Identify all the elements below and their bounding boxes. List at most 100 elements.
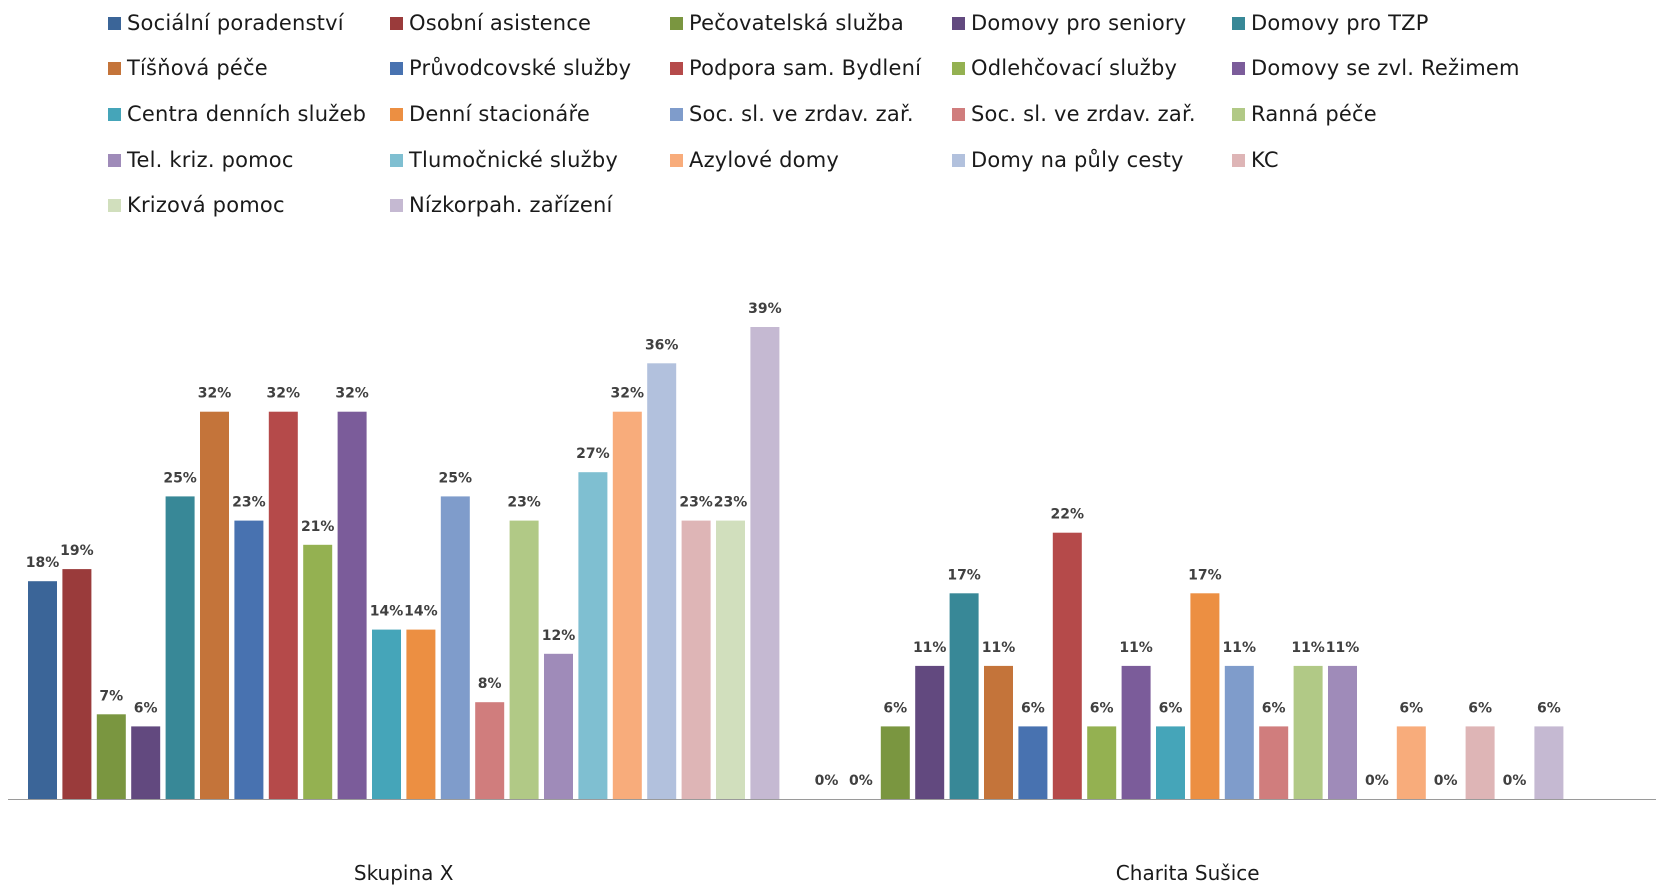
bar — [475, 702, 505, 799]
bar — [303, 544, 333, 799]
data-label: 0% — [1434, 773, 1458, 789]
data-label: 0% — [815, 773, 839, 789]
data-label: 6% — [1090, 700, 1114, 716]
data-label: 11% — [1326, 640, 1360, 656]
legend-swatch — [108, 153, 121, 167]
data-label: 18% — [26, 555, 60, 571]
legend-label: Tel. kriz. pomoc — [127, 148, 294, 172]
legend-swatch — [670, 107, 683, 121]
data-label: 36% — [645, 337, 679, 353]
legend-item: Domovy pro seniory — [952, 9, 1186, 37]
legend-item: Tíšňová péče — [108, 54, 268, 82]
data-label: 23% — [714, 495, 748, 511]
legend-label: KC — [1251, 148, 1279, 172]
bar — [62, 569, 92, 799]
bar — [915, 665, 945, 799]
bar — [372, 629, 401, 799]
data-label: 11% — [1291, 640, 1325, 656]
legend-swatch — [670, 16, 683, 30]
data-label: 0% — [1503, 773, 1527, 789]
bar — [1190, 593, 1220, 799]
legend-item: Sociální poradenství — [108, 9, 344, 37]
data-label: 21% — [301, 519, 335, 535]
data-label: 0% — [849, 773, 873, 789]
data-label: 19% — [60, 543, 94, 559]
bar — [1534, 726, 1564, 799]
legend-item: Domovy se zvl. Režimem — [1232, 54, 1520, 82]
bar — [1465, 726, 1495, 799]
data-label: 32% — [335, 386, 369, 402]
legend-label: Denní stacionáře — [409, 102, 590, 126]
legend-swatch — [670, 61, 683, 75]
legend-swatch — [1232, 61, 1245, 75]
legend-swatch — [1232, 153, 1245, 167]
legend-label: Azylové domy — [689, 148, 839, 172]
legend-item: Osobní asistence — [390, 9, 591, 37]
legend-swatch — [390, 107, 403, 121]
data-label: 6% — [1537, 700, 1561, 716]
legend-swatch — [108, 61, 121, 75]
legend-swatch — [1232, 107, 1245, 121]
legend-label: Ranná péče — [1251, 102, 1377, 126]
bar — [131, 726, 161, 799]
legend-label: Soc. sl. ve zrdav. zař. — [689, 102, 914, 126]
legend-item: Průvodcovské služby — [390, 54, 631, 82]
data-label: 8% — [478, 676, 502, 692]
data-label: 11% — [1119, 640, 1153, 656]
legend-label: Domovy se zvl. Režimem — [1251, 56, 1520, 80]
legend-swatch — [390, 198, 403, 212]
legend-item: Tel. kriz. pomoc — [108, 146, 294, 174]
legend-swatch — [952, 61, 965, 75]
legend-item: Soc. sl. ve zrdav. zař. — [670, 100, 914, 128]
legend-item: Domovy pro TZP — [1232, 9, 1429, 37]
category-label: Skupina X — [354, 861, 454, 885]
legend-swatch — [390, 61, 403, 75]
bar — [716, 520, 745, 799]
legend-label: Domovy pro seniory — [971, 11, 1187, 35]
bar — [28, 581, 57, 799]
bar — [96, 714, 126, 799]
bar — [544, 653, 573, 799]
bar — [647, 363, 677, 799]
data-label: 12% — [542, 628, 576, 644]
data-label: 27% — [576, 446, 610, 462]
data-label: 6% — [1399, 700, 1423, 716]
bar — [1052, 532, 1082, 799]
data-label: 6% — [883, 700, 907, 716]
legend-item: KC — [1232, 146, 1279, 174]
bar — [1087, 726, 1117, 799]
data-label: 11% — [913, 640, 947, 656]
legend-label: Pečovatelská služba — [689, 11, 904, 35]
legend-label: Krizová pomoc — [127, 193, 285, 217]
legend-swatch — [108, 198, 121, 212]
bar — [1121, 665, 1151, 799]
data-label: 6% — [1468, 700, 1492, 716]
legend-swatch — [952, 16, 965, 30]
legend-item: Krizová pomoc — [108, 191, 285, 219]
data-label: 6% — [1159, 700, 1183, 716]
legend-label: Osobní asistence — [409, 11, 592, 35]
legend-label: Tíšňová péče — [127, 56, 268, 80]
data-label: 11% — [982, 640, 1016, 656]
legend-label: Tlumočnické služby — [409, 148, 618, 172]
bar — [1328, 665, 1357, 799]
legend-label: Odlehčovací služby — [971, 56, 1178, 80]
legend-label: Domovy pro TZP — [1251, 11, 1429, 35]
bar — [268, 411, 298, 799]
data-label: 32% — [198, 386, 232, 402]
bar — [406, 629, 436, 799]
data-label: 32% — [611, 386, 645, 402]
legend-swatch — [1232, 16, 1245, 30]
legend-item: Tlumočnické služby — [390, 146, 618, 174]
legend-swatch — [390, 16, 403, 30]
category-label: Charita Sušice — [1116, 861, 1260, 885]
legend-item: Podpora sam. Bydlení — [670, 54, 921, 82]
bar — [1259, 726, 1289, 799]
data-label: 39% — [748, 301, 782, 317]
data-label: 23% — [232, 495, 266, 511]
data-label: 7% — [99, 688, 123, 704]
bar — [440, 496, 470, 799]
legend-item: Centra denních služeb — [108, 100, 366, 128]
legend-item: Ranná péče — [1232, 100, 1377, 128]
